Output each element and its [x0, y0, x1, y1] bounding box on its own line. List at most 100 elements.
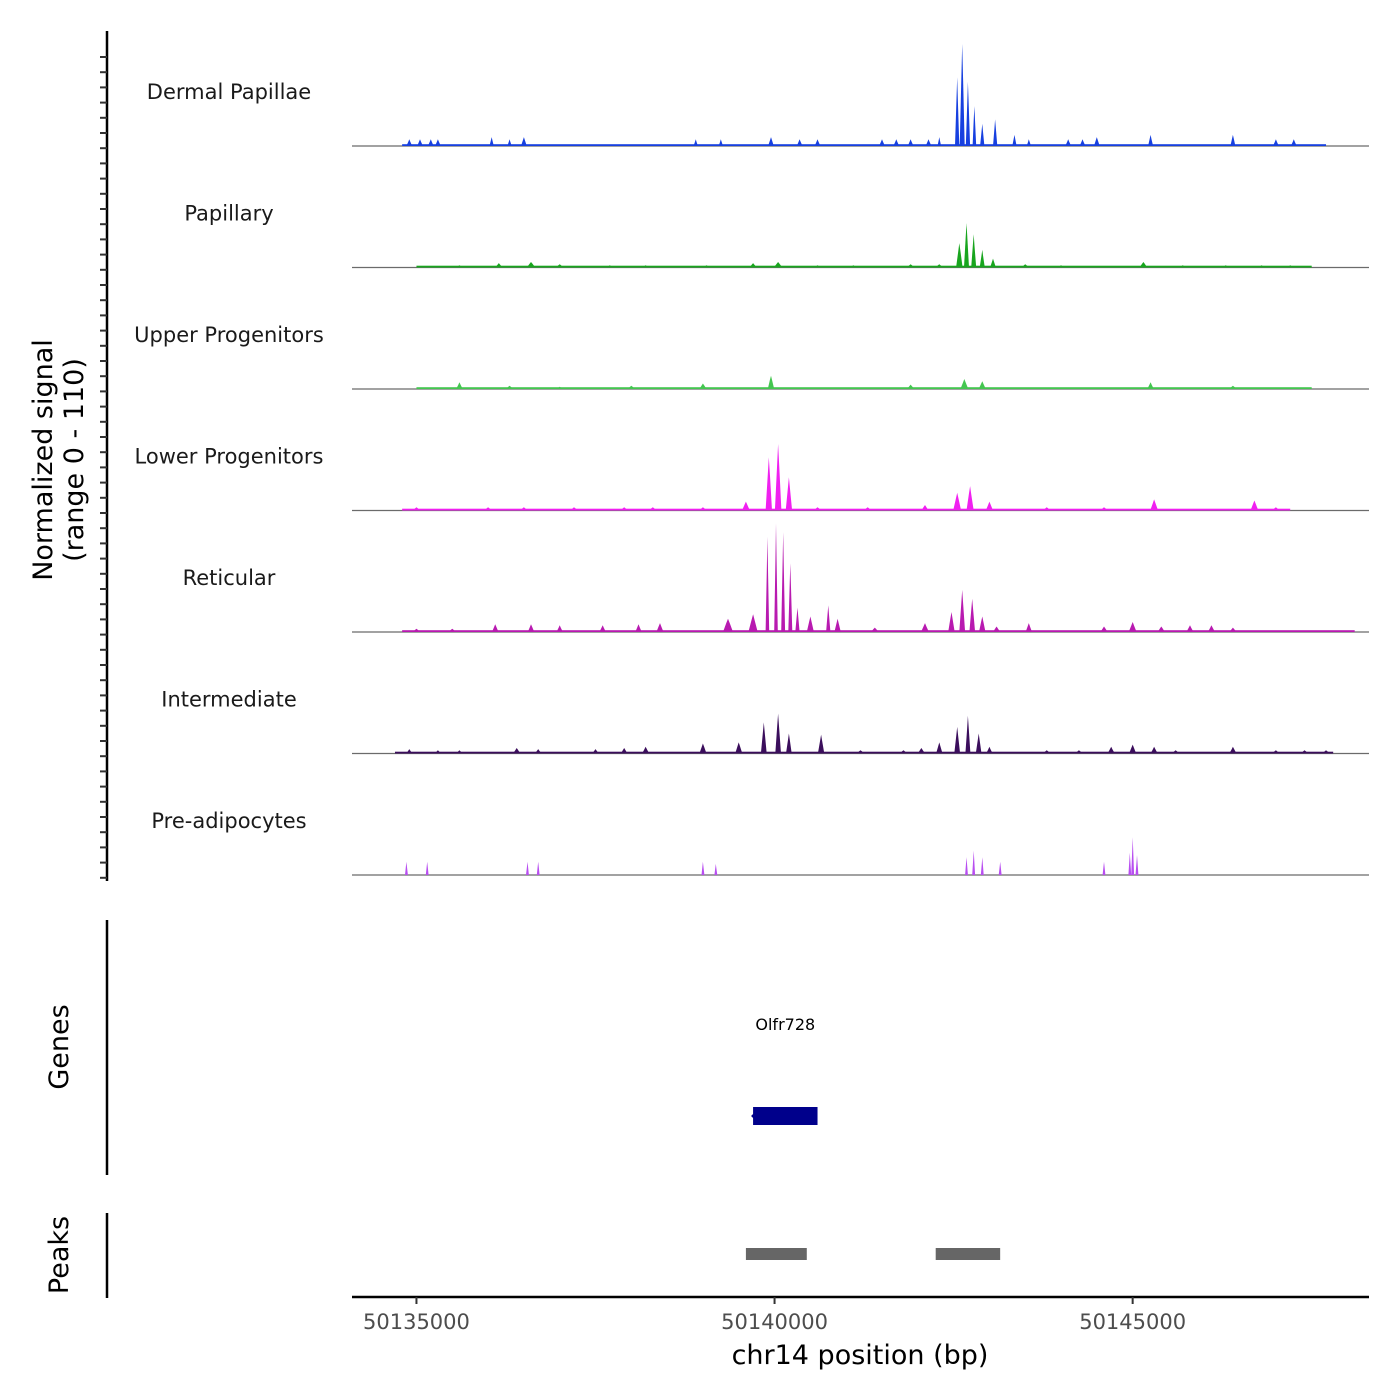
- signal-peak: [993, 119, 998, 146]
- signal-peak: [796, 139, 803, 146]
- signal-peak: [1102, 861, 1106, 875]
- signal-peak: [1230, 134, 1236, 146]
- signal-floor: [402, 144, 1327, 146]
- signal-peak: [1186, 625, 1194, 632]
- signal-peak: [649, 507, 657, 511]
- signal-peak: [748, 614, 758, 632]
- signal-peak: [786, 733, 792, 754]
- signal-peak: [1128, 852, 1132, 875]
- signal-peak: [1322, 750, 1330, 754]
- signal-floor: [402, 508, 1291, 511]
- signal-peak: [972, 850, 976, 875]
- signal-peak: [1229, 385, 1237, 389]
- signal-peak: [765, 457, 772, 511]
- signal-peak: [1148, 134, 1154, 146]
- signal-peak: [899, 750, 908, 754]
- signal-peak: [966, 486, 974, 511]
- signal-peak: [1301, 750, 1309, 754]
- signal-peak: [1057, 265, 1065, 268]
- peak-region: [935, 1248, 1001, 1260]
- signal-peak: [489, 137, 494, 146]
- signal-peak: [1129, 744, 1137, 754]
- signal-peak: [1128, 622, 1137, 632]
- signal-peak: [1250, 500, 1259, 511]
- signal-peak: [718, 139, 723, 146]
- signal-peak: [817, 734, 825, 754]
- signal-peak: [627, 385, 635, 389]
- track-intermediate: Intermediate: [161, 688, 1369, 755]
- signal-peak: [917, 748, 925, 754]
- x-axis: 50135000 50140000 50145000: [352, 1295, 1369, 1334]
- signal-peak: [435, 139, 441, 146]
- signal-peak: [507, 139, 512, 146]
- signal-peak: [921, 623, 929, 632]
- signal-peak: [642, 265, 650, 268]
- track-label: Papillary: [184, 202, 273, 226]
- peak-regions: [745, 1248, 1001, 1260]
- signal-peak: [699, 743, 707, 754]
- signal-peak: [702, 265, 711, 268]
- signal-peak: [723, 618, 733, 632]
- track-dermal-papillae: Dermal Papillae: [147, 44, 1369, 147]
- signal-peak: [1094, 137, 1100, 146]
- signal-peak: [979, 616, 986, 632]
- signal-peak: [1147, 382, 1154, 389]
- signal-peak: [406, 749, 413, 754]
- signal-peak: [964, 223, 969, 268]
- signal-peak: [1229, 627, 1237, 632]
- track-label: Reticular: [183, 566, 276, 590]
- track-papillary: Papillary: [184, 202, 1369, 269]
- peaks-panel-title: Peaks: [44, 1216, 75, 1294]
- signal-peak: [975, 733, 982, 754]
- signal-peak: [936, 742, 943, 754]
- signal-peak: [1286, 265, 1294, 268]
- signal-peak: [1150, 746, 1158, 754]
- signal-peak: [826, 605, 831, 632]
- signal-peak: [693, 139, 698, 146]
- track-pre-adipocytes: Pre-adipocytes: [151, 809, 1369, 876]
- signal-peak: [1272, 750, 1280, 754]
- signal-tracks: Dermal Papillae Papillary Upper Progenitor…: [134, 44, 1369, 876]
- signal-peak: [412, 507, 420, 511]
- genes-panel-title: Genes: [44, 1004, 75, 1089]
- signal-peak: [521, 137, 527, 146]
- signal-peak: [775, 713, 781, 754]
- signal-peak: [1157, 626, 1165, 632]
- signal-peak: [1075, 750, 1083, 754]
- signal-peak: [656, 623, 664, 632]
- signal-peak: [954, 726, 961, 754]
- signal-peak: [735, 742, 743, 754]
- signal-peak: [1272, 507, 1280, 511]
- signal-peak: [455, 265, 463, 268]
- y-axis-range: (range 0 - 110): [59, 358, 90, 562]
- signal-peak: [1207, 625, 1215, 632]
- gene-strand-arrow: [751, 1112, 756, 1120]
- signal-peak: [864, 507, 872, 511]
- signal-floor: [394, 751, 1334, 754]
- signal-peak: [526, 861, 529, 875]
- x-axis-title: chr14 position (bp): [732, 1340, 989, 1371]
- signal-peak: [620, 507, 628, 511]
- track-label: Upper Progenitors: [134, 323, 324, 347]
- signal-peak: [1107, 746, 1115, 754]
- signal-peak: [965, 857, 968, 875]
- signal-peak: [1222, 265, 1230, 268]
- signal-peak: [907, 384, 915, 389]
- signal-peak: [1065, 139, 1072, 146]
- signal-peak: [484, 507, 492, 511]
- signal-floor: [416, 387, 1312, 389]
- signal-peak: [556, 625, 563, 632]
- signal-peak: [599, 625, 606, 632]
- signal-peak: [1135, 855, 1139, 875]
- track-label: Intermediate: [161, 688, 297, 712]
- signal-peak: [427, 139, 434, 146]
- signal-peak: [795, 607, 800, 632]
- signal-peak: [435, 750, 441, 754]
- signal-peak: [849, 265, 857, 268]
- signal-peak: [1043, 507, 1051, 511]
- signal-peak: [953, 492, 962, 511]
- signal-floor: [416, 265, 1312, 268]
- track-label: Pre-adipocytes: [151, 809, 306, 833]
- signal-peak: [536, 861, 540, 875]
